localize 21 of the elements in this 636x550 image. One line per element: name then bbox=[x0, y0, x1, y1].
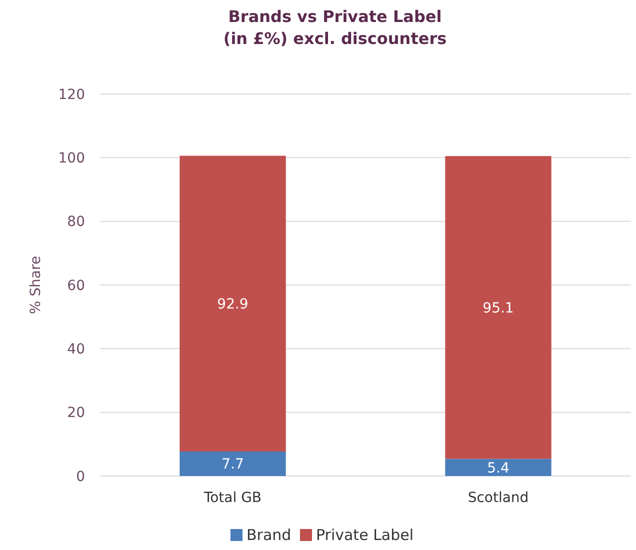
y-tick-label: 20 bbox=[67, 405, 85, 422]
y-tick-label: 60 bbox=[67, 278, 85, 294]
data-label: 5.4 bbox=[487, 460, 510, 476]
x-tick-label: Total GB bbox=[202, 490, 262, 506]
y-tick-label: 40 bbox=[67, 342, 85, 358]
bar bbox=[445, 458, 552, 476]
y-tick-label: 100 bbox=[58, 150, 85, 167]
y-tick-label: 120 bbox=[58, 86, 85, 103]
legend-label: Brand bbox=[246, 526, 292, 544]
x-tick-label: Scotland bbox=[468, 490, 529, 506]
data-label: 7.7 bbox=[222, 456, 244, 473]
legend-label: Private Label bbox=[316, 526, 414, 544]
chart-title: Brands vs Private Label (in £%) excl. discounters bbox=[223, 7, 447, 48]
bar bbox=[180, 156, 286, 452]
bar bbox=[445, 156, 552, 459]
y-tick-label: 80 bbox=[67, 214, 85, 230]
data-label: 95.1 bbox=[482, 300, 514, 316]
bar bbox=[180, 451, 286, 476]
y-axis-title: % Share bbox=[28, 256, 44, 314]
data-label: 92.9 bbox=[217, 296, 248, 313]
y-tick-label: 0 bbox=[76, 468, 85, 485]
